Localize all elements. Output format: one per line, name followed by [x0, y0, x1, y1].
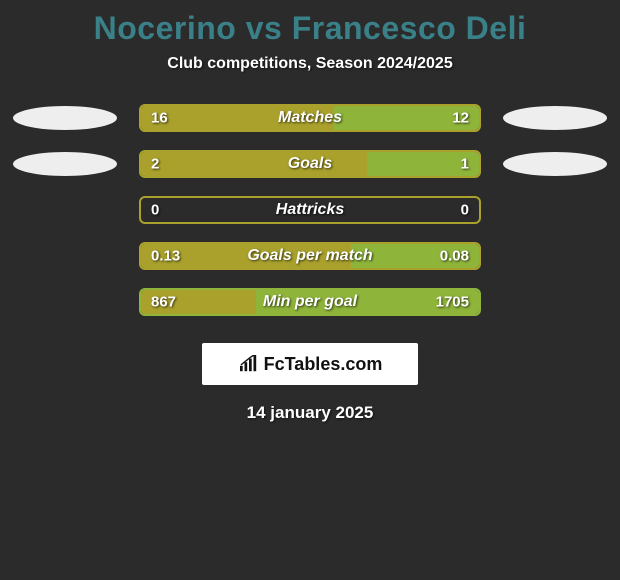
metric-label: Hattricks: [276, 201, 344, 219]
left-value: 0: [151, 202, 159, 219]
right-value: 12: [452, 110, 469, 127]
player-left-oval: [13, 106, 117, 130]
player-right-oval: [503, 152, 607, 176]
right-value: 1: [461, 156, 469, 173]
stat-rows: 16 12 Matches 2 1 Goals 0 0 Hattricks 0.13 0.08 Goa…: [0, 95, 620, 325]
branding-badge[interactable]: FcTables.com: [202, 343, 418, 385]
metric-label: Matches: [278, 109, 342, 127]
stat-row: 16 12 Matches: [0, 95, 620, 141]
stat-row: 2 1 Goals: [0, 141, 620, 187]
left-value: 867: [151, 294, 176, 311]
stat-row: 0.13 0.08 Goals per match: [0, 233, 620, 279]
right-value: 0.08: [440, 248, 469, 265]
comparison-container: Nocerino vs Francesco Deli Club competit…: [0, 0, 620, 423]
metric-label: Goals per match: [247, 247, 372, 265]
date-label: 14 january 2025: [0, 385, 620, 423]
player-right-oval: [503, 106, 607, 130]
brand-text: FcTables.com: [264, 354, 383, 375]
right-value: 1705: [436, 294, 469, 311]
stat-bar: 0 0 Hattricks: [139, 196, 481, 224]
bar-left-fill: [141, 152, 367, 176]
stat-row: 867 1705 Min per goal: [0, 279, 620, 325]
left-value: 0.13: [151, 248, 180, 265]
stat-bar: 16 12 Matches: [139, 104, 481, 132]
chart-icon: [238, 355, 260, 373]
left-value: 16: [151, 110, 168, 127]
page-title: Nocerino vs Francesco Deli: [0, 6, 620, 55]
right-value: 0: [461, 202, 469, 219]
metric-label: Min per goal: [263, 293, 357, 311]
metric-label: Goals: [288, 155, 332, 173]
stat-bar: 2 1 Goals: [139, 150, 481, 178]
subtitle: Club competitions, Season 2024/2025: [0, 55, 620, 95]
left-value: 2: [151, 156, 159, 173]
stat-bar: 0.13 0.08 Goals per match: [139, 242, 481, 270]
stat-row: 0 0 Hattricks: [0, 187, 620, 233]
player-left-oval: [13, 152, 117, 176]
stat-bar: 867 1705 Min per goal: [139, 288, 481, 316]
